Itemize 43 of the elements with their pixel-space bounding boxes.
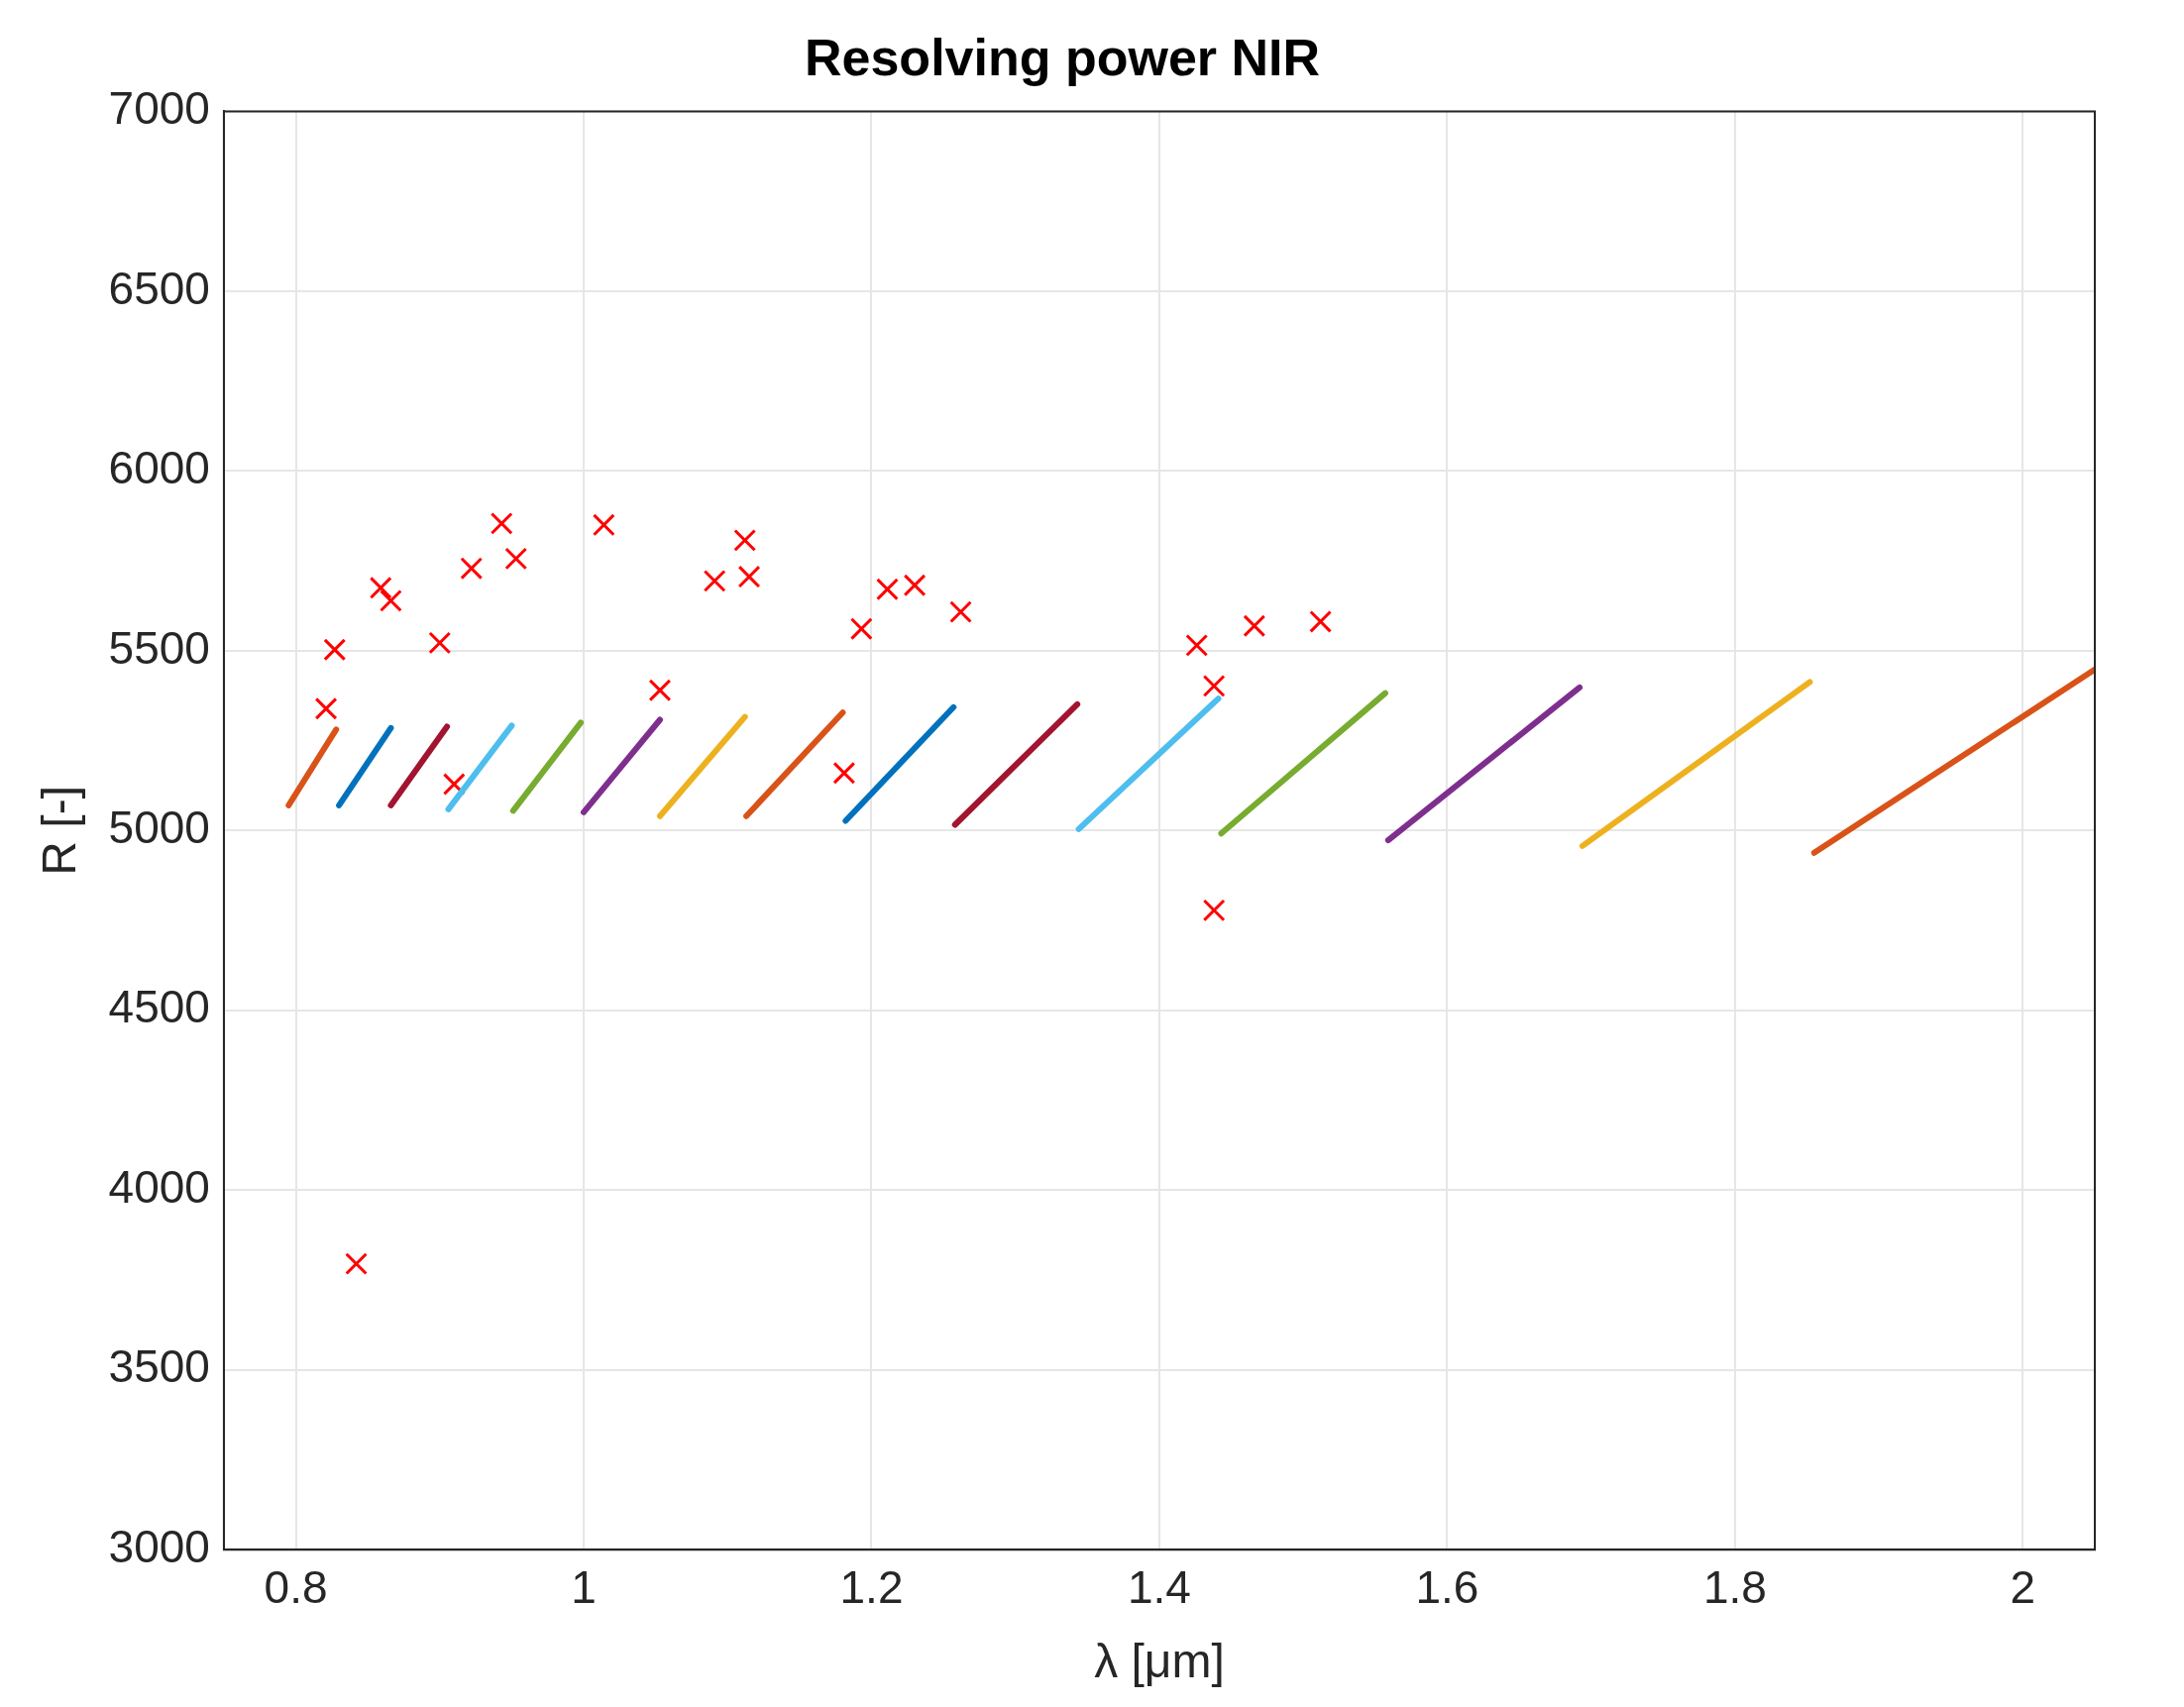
point (876, 578, 899, 601)
point (737, 565, 761, 588)
point (903, 574, 927, 597)
point (323, 638, 347, 662)
point (1309, 610, 1333, 633)
x-tick-label: 1.4 (1127, 1561, 1191, 1614)
y-tick-label: 3500 (108, 1340, 210, 1393)
chart-title: Resolving power NIR (804, 28, 1321, 86)
point (1202, 899, 1226, 922)
x-tick-label: 2 (2010, 1561, 2036, 1614)
point (648, 679, 672, 702)
point (460, 557, 484, 581)
y-tick-label: 5500 (108, 621, 210, 674)
point (428, 631, 452, 655)
x-tick-label: 1.8 (1702, 1561, 1767, 1614)
point (380, 588, 402, 612)
point (1202, 675, 1226, 697)
point (832, 761, 856, 785)
point (369, 576, 392, 599)
point (849, 617, 873, 641)
point (490, 511, 513, 535)
point (592, 513, 615, 537)
y-tick-label: 3000 (108, 1520, 210, 1572)
x-tick-label: 1.6 (1415, 1561, 1479, 1614)
x-tick-label: 1 (571, 1561, 597, 1614)
point (314, 696, 338, 720)
point (1185, 633, 1209, 657)
point (1243, 614, 1266, 638)
y-tick-label: 6500 (108, 262, 210, 314)
point (703, 570, 726, 592)
x-axis-title: λ [μm] (1094, 1635, 1225, 1688)
x-tick-label: 0.8 (264, 1561, 328, 1614)
y-tick-label: 7000 (108, 82, 210, 135)
y-tick-label: 4000 (108, 1160, 210, 1213)
point (345, 1252, 368, 1276)
y-axis-title: R [-] (33, 785, 86, 876)
point (504, 547, 528, 571)
y-tick-label: 4500 (108, 981, 210, 1033)
point (733, 529, 757, 552)
point (949, 600, 972, 624)
y-tick-label: 6000 (108, 442, 210, 494)
y-tick-label: 5000 (108, 800, 210, 853)
x-tick-label: 1.2 (839, 1561, 904, 1614)
